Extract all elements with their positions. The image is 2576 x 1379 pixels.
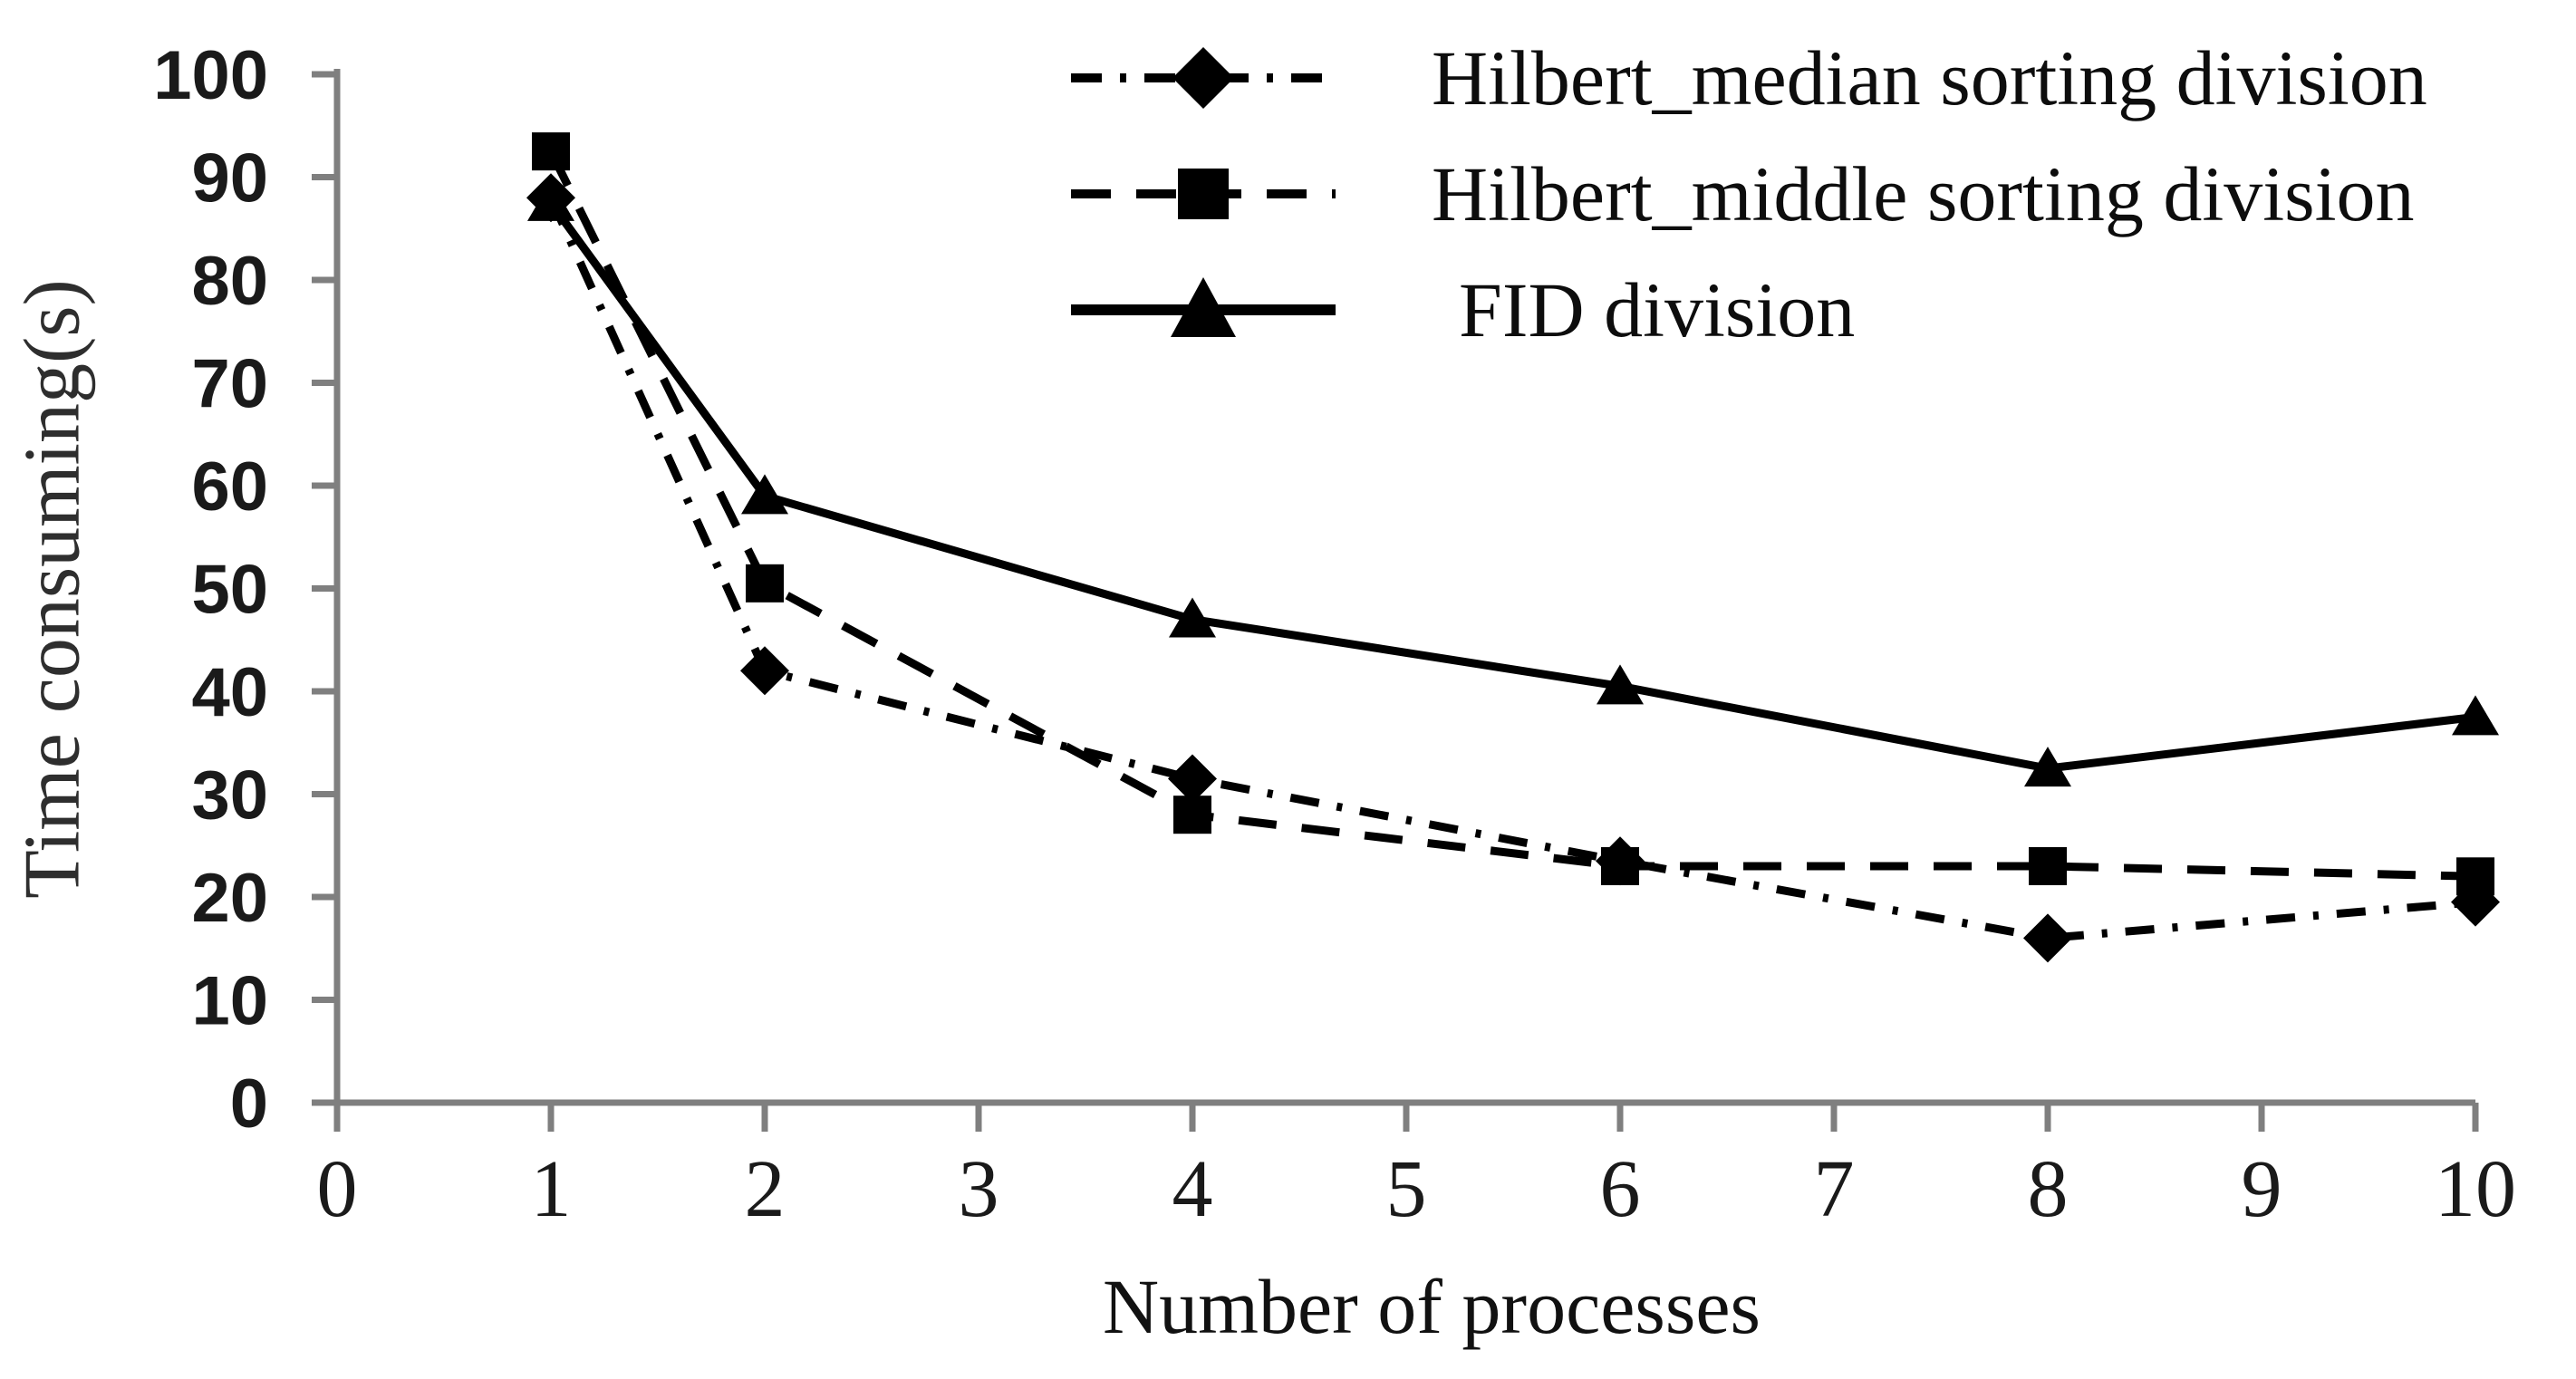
x-tick-label: 8 <box>2028 1144 2069 1234</box>
triangle-marker-icon <box>2024 747 2071 787</box>
y-tick-label: 40 <box>191 654 268 731</box>
y-tick-label: 0 <box>230 1066 268 1143</box>
diamond-marker-icon <box>1596 836 1645 886</box>
series-line-fid-division <box>547 200 2476 773</box>
x-axis-title: Number of processes <box>1102 1263 1761 1350</box>
y-tick-label: 20 <box>191 860 268 937</box>
legend-entry-hilbert-middle: Hilbert_middle sorting division <box>1067 136 2427 252</box>
y-tick-label: 100 <box>153 37 268 114</box>
diamond-marker-icon <box>740 646 789 696</box>
y-tick-label: 50 <box>191 552 268 629</box>
x-tick-label: 6 <box>1600 1144 1641 1234</box>
y-axis-title: Time consuming(s) <box>8 279 97 899</box>
square-marker-icon <box>532 132 570 171</box>
legend-entry-fid: FID division <box>1067 252 2427 368</box>
diamond-marker-icon <box>2451 877 2500 927</box>
square-marker-icon <box>2029 846 2067 885</box>
legend: Hilbert_median sorting division Hilbert_… <box>1067 20 2427 368</box>
diamond-marker-icon <box>1168 754 1217 804</box>
y-tick-label: 10 <box>191 963 268 1040</box>
series-line-hilbert-median-sorting-division <box>546 196 2476 942</box>
triangle-marker-icon <box>1597 664 1644 705</box>
x-tick-label: 7 <box>1814 1144 1855 1234</box>
dash-dot-diamond-swatch-icon <box>1071 47 1336 109</box>
dashed-square-swatch-icon <box>1071 169 1336 219</box>
y-tick-label: 30 <box>191 757 268 834</box>
x-tick-label: 10 <box>2435 1144 2516 1234</box>
x-tick-label: 0 <box>317 1144 358 1234</box>
legend-label: Hilbert_middle sorting division <box>1432 150 2415 237</box>
x-tick-label: 3 <box>959 1144 999 1234</box>
triangle-marker-icon <box>1171 277 1236 337</box>
diamond-marker-icon <box>526 173 575 223</box>
y-tick-label: 80 <box>191 243 268 320</box>
series-line-hilbert-middle-sorting-division <box>546 149 2476 881</box>
diamond-marker-icon <box>1172 47 1234 109</box>
x-tick-label: 9 <box>2242 1144 2282 1234</box>
x-tick-label: 4 <box>1172 1144 1213 1234</box>
square-marker-icon <box>1178 169 1229 219</box>
legend-entry-hilbert-median: Hilbert_median sorting division <box>1067 20 2427 136</box>
x-tick-label: 1 <box>531 1144 572 1234</box>
square-marker-icon <box>746 564 784 603</box>
legend-label: Hilbert_median sorting division <box>1432 34 2427 121</box>
legend-label: FID division <box>1459 266 1856 353</box>
y-tick-label: 90 <box>191 140 268 217</box>
triangle-marker-icon <box>2452 695 2499 736</box>
diamond-marker-icon <box>2023 913 2072 963</box>
y-tick-label: 60 <box>191 448 268 526</box>
x-tick-label: 5 <box>1386 1144 1427 1234</box>
x-tick-label: 2 <box>745 1144 786 1234</box>
y-tick-label: 70 <box>191 346 268 423</box>
triangle-marker-icon <box>741 474 788 515</box>
solid-triangle-swatch-icon <box>1071 277 1336 337</box>
triangle-marker-icon <box>1169 597 1216 638</box>
